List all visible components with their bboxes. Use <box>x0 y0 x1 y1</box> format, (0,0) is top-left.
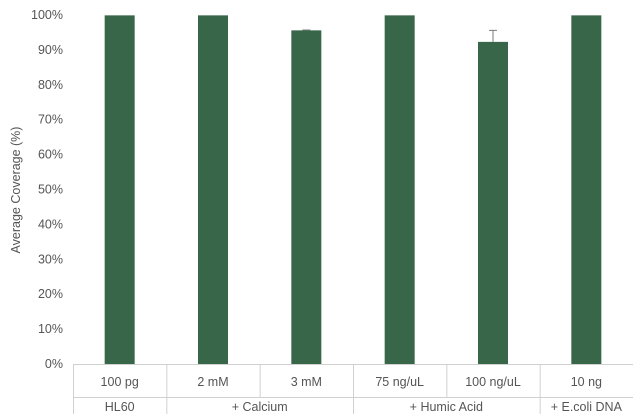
bars <box>104 15 602 365</box>
y-axis-ticks: 0% 10% 20% 30% 40% 50% 60% 70% 80% 90% 100% <box>31 8 63 371</box>
bar <box>198 15 228 365</box>
y-tick-label: 50% <box>38 183 63 197</box>
bar <box>384 15 415 365</box>
x-axis: 100 pg 2 mM 3 mM 75 ng/uL 100 ng/uL 10 ng HL60… <box>73 364 633 414</box>
y-tick-label: 30% <box>38 252 63 266</box>
y-tick-label: 60% <box>38 148 63 162</box>
x-category-label: 10 ng <box>571 375 602 389</box>
x-group-label: + Calcium <box>232 400 288 414</box>
y-tick-label: 0% <box>45 357 63 371</box>
x-category-label: 100 ng/uL <box>465 375 521 389</box>
x-category-label: 3 mM <box>291 375 322 389</box>
x-group-label: + E.coli DNA <box>551 400 623 414</box>
x-category-label: 2 mM <box>197 375 228 389</box>
bar <box>571 15 602 365</box>
y-tick-label: 90% <box>38 43 63 57</box>
error-bars <box>302 29 497 42</box>
bar <box>104 15 135 365</box>
y-tick-label: 10% <box>38 322 63 336</box>
x-category-label: 75 ng/uL <box>375 375 424 389</box>
y-tick-label: 20% <box>38 287 63 301</box>
y-tick-label: 70% <box>38 113 63 127</box>
bar <box>291 30 322 365</box>
y-axis-title: Average Coverage (%) <box>9 127 23 254</box>
y-tick-label: 80% <box>38 78 63 92</box>
y-tick-label: 100% <box>31 8 63 22</box>
x-group-label: + Humic Acid <box>410 400 483 414</box>
x-group-label: HL60 <box>105 400 135 414</box>
bar <box>478 41 508 365</box>
y-tick-label: 40% <box>38 217 63 231</box>
x-category-label: 100 pg <box>101 375 139 389</box>
